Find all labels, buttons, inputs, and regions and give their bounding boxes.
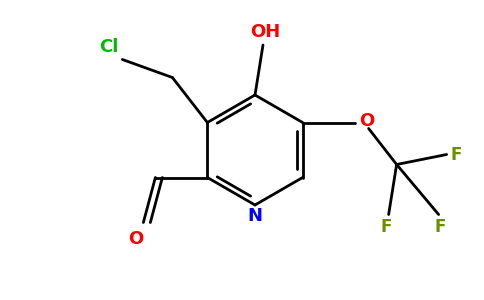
Text: O: O <box>359 112 374 130</box>
Text: F: F <box>451 146 462 164</box>
Text: F: F <box>435 218 446 236</box>
Text: F: F <box>381 218 393 236</box>
Text: Cl: Cl <box>99 38 119 56</box>
Text: N: N <box>247 207 262 225</box>
Text: O: O <box>128 230 143 248</box>
Text: OH: OH <box>250 23 280 41</box>
